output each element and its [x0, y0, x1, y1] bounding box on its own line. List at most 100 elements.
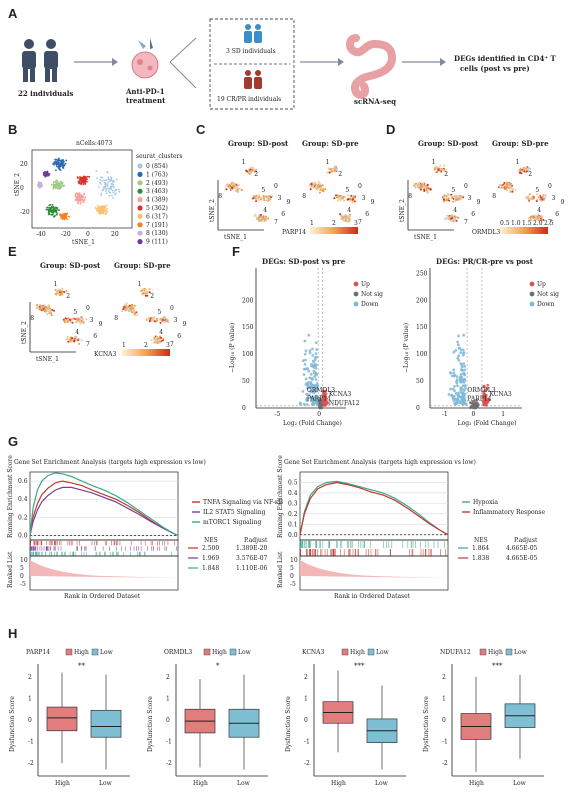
feature-point — [258, 194, 261, 197]
cluster-number: 2 — [150, 293, 154, 300]
feature-point — [261, 217, 264, 220]
tsne-point — [109, 191, 112, 194]
volcano-point — [315, 387, 318, 391]
tsne-point — [103, 206, 105, 209]
volcano-point — [462, 351, 465, 355]
cluster-number: 8 — [302, 193, 306, 200]
colorbar-tick: 3 — [354, 220, 358, 227]
feature-point — [267, 199, 270, 202]
tsne-point — [101, 180, 104, 182]
feature-title-pre: Group: SD-pre — [492, 139, 549, 148]
nes-header: NES — [204, 537, 218, 544]
volcano-point — [459, 351, 463, 354]
volcano-point — [470, 401, 473, 405]
feature-point — [327, 171, 330, 174]
legend-swatch — [137, 239, 143, 245]
tsne-point — [104, 187, 107, 190]
tsne-point — [76, 176, 79, 179]
feature-point — [336, 194, 339, 197]
feature-point — [230, 188, 233, 191]
tsne-point — [51, 206, 53, 209]
feature-point — [75, 337, 78, 340]
volcano-y-tick: 150 — [242, 324, 254, 331]
feature-point — [156, 342, 159, 344]
tsne-point — [65, 214, 67, 217]
volcano-point — [307, 333, 311, 337]
volcano-point — [311, 347, 314, 351]
dysfunction-boxplots: PARP14 High Low ** -2 -1 0 1 2 Dysfunction Score H… — [9, 648, 544, 787]
panel-label-g: G — [8, 434, 18, 449]
volcano-point — [309, 390, 312, 393]
tsne-point — [99, 181, 101, 184]
feature-point — [506, 189, 509, 192]
feature-point — [443, 164, 446, 167]
feature-point — [237, 184, 240, 187]
tsne-point — [105, 179, 107, 182]
feature-point — [541, 198, 544, 201]
feature-point — [85, 318, 88, 321]
feature-point — [265, 199, 268, 202]
feature-xlabel: tSNE_1 — [36, 356, 59, 363]
cluster-number: 6 — [365, 211, 369, 218]
volcano-point — [305, 403, 309, 406]
cluster-number: 1 — [54, 281, 58, 288]
rank-tick: 0 — [290, 573, 294, 580]
feature-point — [450, 193, 453, 196]
feature-point — [62, 318, 65, 321]
gsea-left: Gene Set Enrichment Analysis (targets hi… — [7, 455, 284, 600]
volcano-point — [310, 399, 314, 403]
tsne-point — [57, 165, 60, 168]
tsne-point — [115, 188, 118, 191]
feature-point — [65, 290, 68, 293]
tsne-point — [75, 192, 78, 195]
tsne-point — [66, 218, 69, 221]
feature-point — [532, 197, 534, 200]
volcano-point — [453, 385, 456, 388]
volcano-point — [313, 363, 317, 367]
result-line-1: DEGs identified in CD4⁺ T — [454, 54, 556, 63]
tsne-x-tick: -20 — [61, 231, 71, 238]
feature-point — [141, 292, 144, 295]
feature-point — [448, 218, 451, 221]
feature-point — [313, 182, 316, 184]
legend-entry: 7 (191) — [146, 222, 168, 229]
feature-title-pre: Group: SD-pre — [114, 261, 171, 270]
feature-point — [454, 196, 457, 199]
feature-point — [444, 217, 446, 220]
volcano-point — [321, 399, 325, 403]
tsne-point — [59, 214, 62, 217]
feature-point — [69, 338, 72, 341]
volcano-point — [447, 393, 451, 396]
tsne-point — [83, 198, 86, 201]
volcano-legend-entry: Up — [537, 281, 546, 288]
legend-swatch — [137, 171, 143, 177]
tsne-point — [56, 165, 58, 168]
feature-point — [415, 183, 418, 186]
tsne-point — [84, 183, 87, 185]
tsne-point — [79, 201, 82, 204]
volcano-point — [462, 333, 466, 337]
boxplot-x-tick: High — [55, 780, 70, 787]
panel-a-schematic: 22 individuals Anti-PD-1 treatment 3 SD … — [18, 18, 556, 110]
feature-point — [57, 288, 60, 291]
volcano-point — [484, 401, 488, 405]
gsea-y-tick: 0.2 — [288, 511, 298, 518]
tsne-point — [53, 215, 56, 218]
boxplot-legend-swatch — [479, 648, 487, 656]
tsne-point — [58, 157, 60, 160]
boxplot-y-tick: 0 — [28, 717, 32, 724]
legend-entry: 5 (362) — [146, 205, 168, 212]
feature-point — [511, 187, 514, 190]
result-line-2: cells (post vs pre) — [460, 64, 530, 73]
gsea-legend-entry: mTORC1 Signaling — [203, 519, 261, 526]
volcano-point — [471, 399, 475, 403]
feature-point — [260, 219, 263, 222]
feature-point — [145, 318, 148, 321]
feature-point — [327, 167, 330, 170]
volcano-point — [310, 396, 314, 400]
feature-point — [167, 321, 170, 324]
legend-entry: 4 (389) — [146, 197, 168, 204]
tsne-point — [79, 203, 82, 205]
boxplot-gene: PARP14 — [26, 649, 50, 656]
branch-line-up — [169, 37, 197, 63]
